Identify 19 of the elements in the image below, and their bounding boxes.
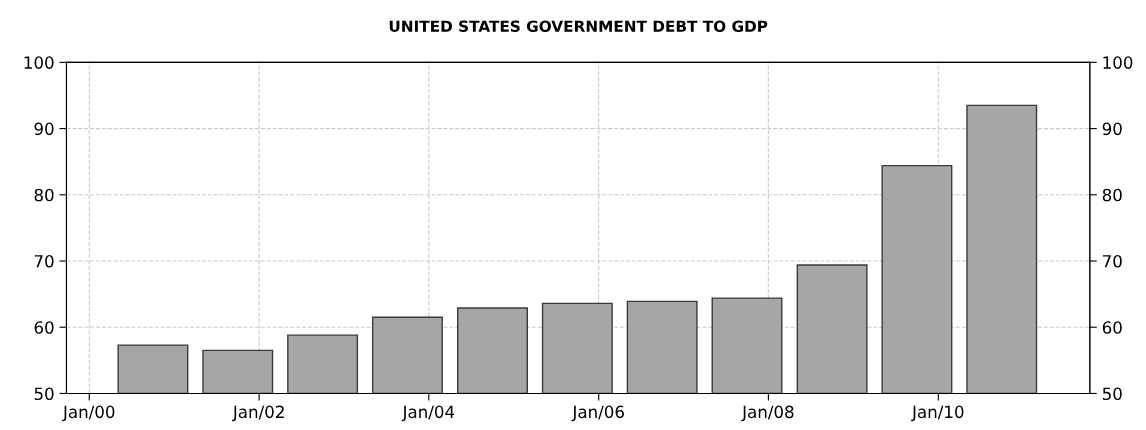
- y2-tick-label: 60: [1102, 321, 1122, 334]
- x-tick-label: Jan/10: [911, 405, 964, 422]
- y-tick-label: 70: [34, 254, 54, 268]
- y-tick-label: 90: [34, 122, 54, 136]
- chart-title: UNITED STATES GOVERNMENT DEBT TO GDP: [389, 20, 768, 33]
- x-tick-label: Jan/04: [401, 405, 455, 422]
- y-tick-label: 50: [34, 387, 54, 401]
- y-tick-label: 80: [34, 188, 54, 202]
- x-tick-label: Jan/06: [571, 405, 624, 422]
- y2-tick-label: 50: [1102, 387, 1122, 401]
- x-tick-label: Jan/02: [232, 405, 284, 422]
- y2-tick-label: 100: [1103, 56, 1133, 69]
- x-tick-label: Jan/08: [741, 405, 794, 422]
- x-tick-label: Jan/00: [62, 405, 115, 422]
- y2-tick-label: 90: [1102, 122, 1122, 136]
- y2-tick-label: 70: [1103, 254, 1122, 268]
- y-tick-label: 100: [24, 56, 54, 69]
- y-tick-label: 60: [34, 321, 54, 334]
- y2-tick-label: 80: [1102, 188, 1122, 202]
